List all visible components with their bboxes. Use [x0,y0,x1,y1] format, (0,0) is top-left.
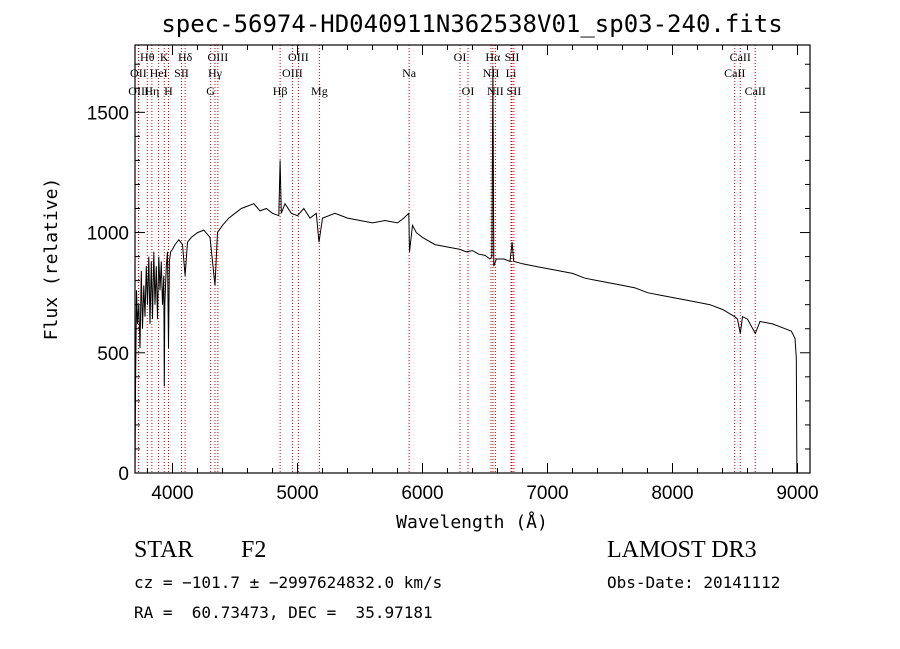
y-tick-label: 0 [118,464,129,485]
line-marker-label: Na [402,66,417,80]
line-marker-label: Mg [311,84,328,98]
x-tick-label: 7000 [526,483,568,504]
x-tick-label: 8000 [651,483,693,504]
line-marker-label: OI [454,50,467,64]
line-marker-label: OIII [128,84,149,98]
line-marker-label: OIII [282,66,303,80]
line-marker-label: H [164,84,173,98]
x-axis-label: Wavelength (Å) [396,511,548,533]
line-marker-label: NII [487,84,504,98]
line-marker-label: K [160,50,169,64]
line-marker-label: SII [505,50,520,64]
chart-title: spec-56974-HD040911N362538V01_sp03-240.f… [161,10,782,38]
line-markers [137,45,756,473]
y-tick-label: 1000 [87,224,129,245]
object-class: STAR [134,537,194,563]
line-marker-label: HeI [150,66,168,80]
x-tick-label: 9000 [776,483,818,504]
redshift-info: cz = −101.7 ± −2997624832.0 km/s [134,573,443,592]
survey-name: LAMOST DR3 [607,537,757,563]
line-marker-label: Hβ [273,84,288,98]
x-tick-label: 5000 [276,483,318,504]
ra-dec: RA = 60.73473, DEC = 35.97181 [134,603,433,622]
line-marker-label: CaII [745,84,766,98]
line-marker-label: SII [174,66,189,80]
line-marker-label: Hα [485,50,501,64]
plot-frame [134,44,811,474]
y-tick-label: 500 [97,344,129,365]
x-tick-label: 4000 [151,483,193,504]
line-marker-label: G [206,84,215,98]
spectrum-line [134,66,798,474]
y-tick-label: 1500 [87,103,129,124]
object-subclass: F2 [241,537,267,563]
line-marker-label: Hθ [140,50,155,64]
line-marker-label: Hδ [178,50,193,64]
x-tick-label: 6000 [401,483,443,504]
line-marker-label: OII [130,66,147,80]
x-axis-ticks: 4000 5000 6000 7000 8000 9000 [147,45,819,504]
line-marker-label: Hη [144,84,159,98]
line-marker-label: OIII [208,50,229,64]
line-marker-label: Li [506,66,517,80]
line-marker-label: Hγ [208,66,223,80]
y-axis-ticks: 0 500 1000 1500 [87,63,810,485]
obs-date: Obs-Date: 20141112 [607,573,781,592]
line-marker-label: OIII [288,50,309,64]
line-marker-label: OI [462,84,475,98]
line-marker-label: NII [483,66,500,80]
line-marker-label: CaII [724,66,745,80]
line-marker-label: CaII [730,50,751,64]
line-marker-label: SII [507,84,522,98]
y-axis-label: Flux (relative) [41,178,62,341]
